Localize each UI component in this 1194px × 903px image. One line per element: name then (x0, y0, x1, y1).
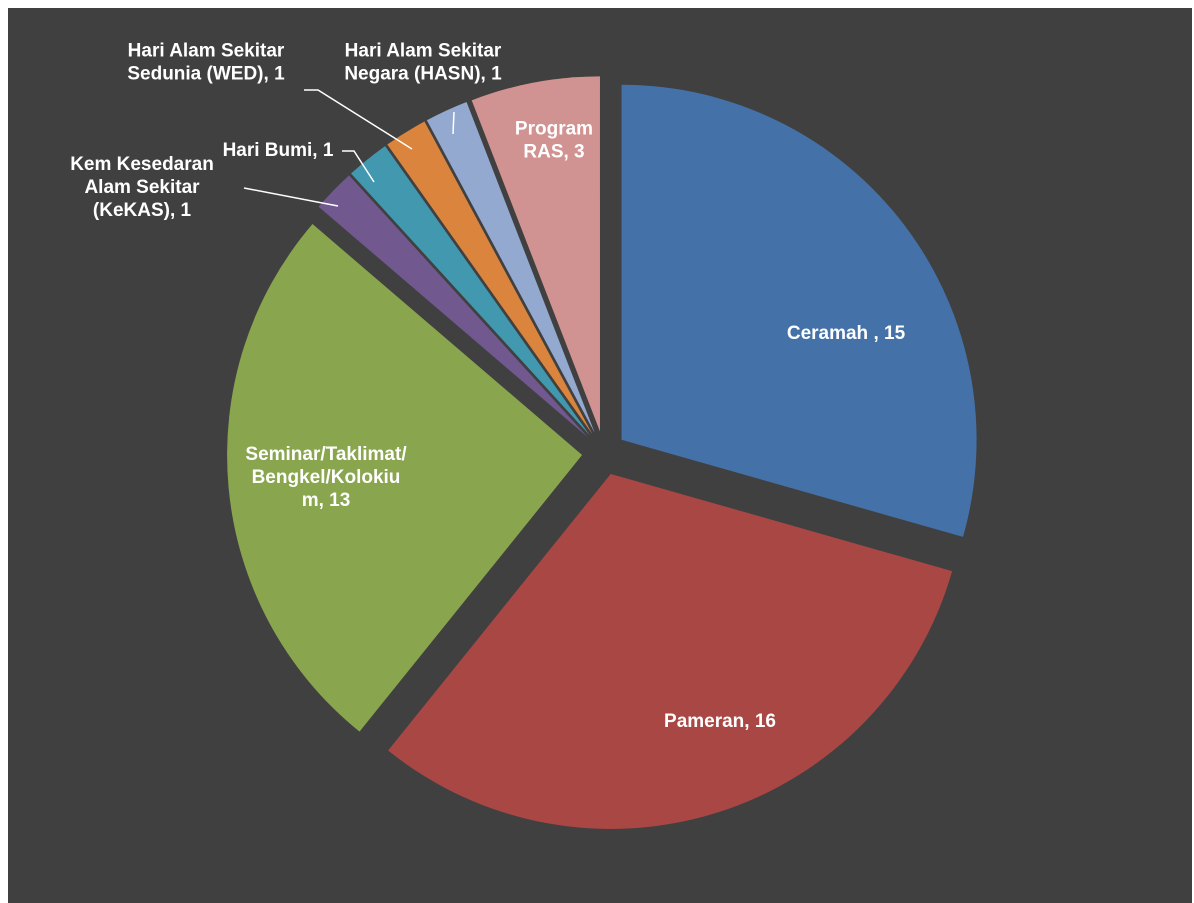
chart-area: Ceramah , 15 Pameran, 16 Seminar/Taklimat/… (8, 8, 1192, 903)
data-label-1: Ceramah , 15 (787, 323, 906, 344)
leader-line-6 (304, 89, 413, 150)
pie-slice-3 (227, 224, 583, 732)
pie-chart: Ceramah , 15 Pameran, 16 Seminar/Taklimat/… (70, 41, 977, 829)
data-label-2: Pameran, 16 (664, 711, 776, 732)
pie-slice-7 (426, 101, 595, 434)
leader-line-5 (342, 150, 375, 183)
leader-line-7 (452, 111, 455, 135)
pie-slice-8 (471, 76, 600, 432)
pie-slice-4 (318, 175, 589, 438)
pie-slice-6 (387, 121, 593, 435)
data-label-4: Kem Kesedaran Alam Sekitar (KeKAS), 1 (70, 154, 214, 221)
leader-line-4 (243, 187, 339, 207)
data-label-6: Hari Alam Sekitar Sedunia (WED), 1 (127, 41, 285, 85)
data-label-3: Seminar/Taklimat/Bengkel/Kolokiu m, 13 (245, 444, 407, 511)
data-label-5: Hari Bumi, 1 (223, 140, 334, 161)
data-label-7: Hari Alam Sekitar Negara (HASN), 1 (344, 41, 502, 85)
pie-slice-2 (388, 473, 953, 829)
data-label-8: Program RAS, 3 (515, 119, 593, 163)
pie-slice-5 (351, 146, 591, 436)
pie-slice-1 (621, 84, 977, 537)
